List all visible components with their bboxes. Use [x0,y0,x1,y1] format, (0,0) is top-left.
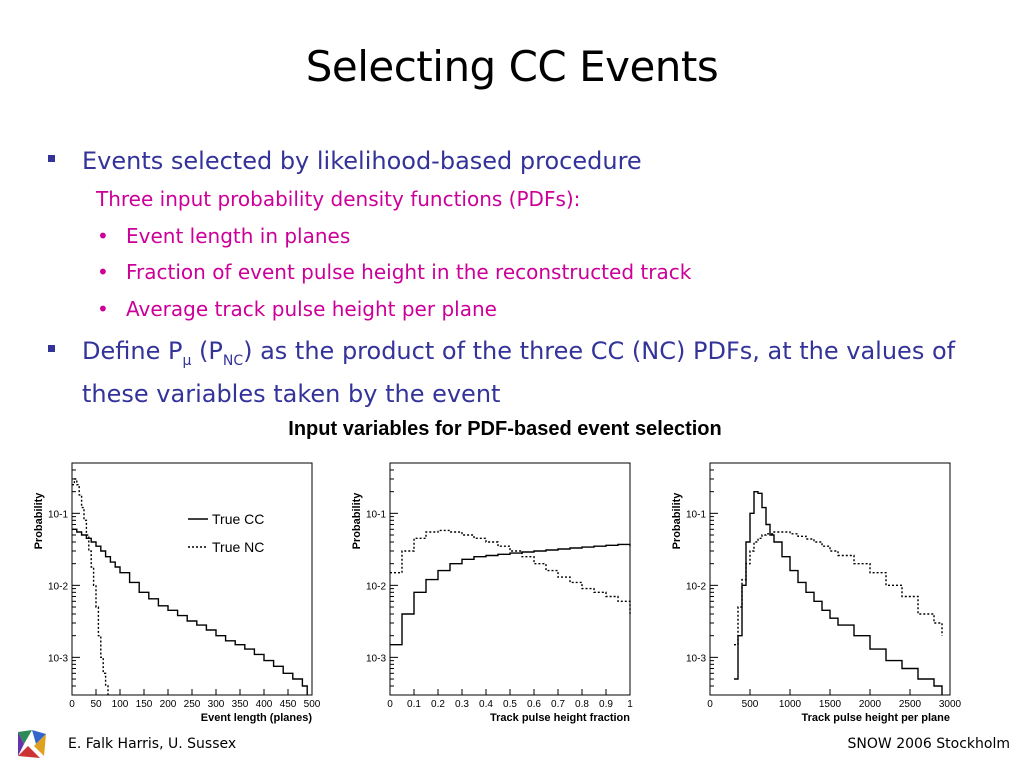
x-tick-label: 0.3 [455,699,469,710]
x-tick-label: 100 [112,699,129,710]
x-tick-label: 2500 [899,699,922,710]
sub-intro-text: Three input probability density function… [96,187,581,211]
square-bullet-icon [48,155,55,162]
sub-intro: Three input probability density function… [96,186,580,212]
y-axis-label: Probability [671,492,683,550]
series-true-cc-line [72,528,308,695]
sub-item-text: Event length in planes [126,224,351,248]
x-tick-label: 0 [69,699,75,710]
y-tick-label: 10-3 [48,653,68,664]
bullet2-part-c: ) as the product of the three CC (NC) PD… [82,337,956,408]
footer-conference: SNOW 2006 Stockholm [847,736,1010,752]
x-tick-label: 250 [184,699,201,710]
x-tick-label: 400 [256,699,273,710]
bullet2-part-b: (P [191,337,223,365]
y-tick-label: 10-3 [366,653,386,664]
footer-author: E. Falk Harris, U. Sussex [68,736,237,752]
x-tick-label: 50 [90,699,102,710]
chart-track-fraction: 0 0.1 0.2 0.3 0.4 0.5 0.6 0.7 0.8 0.9 1 10-1 10-2 10-… [351,462,633,724]
x-tick-label: 0.1 [407,699,421,710]
slide-title: Selecting CC Events [305,42,719,91]
y-tick-label: 10-2 [366,581,386,592]
x-axis-label: Track pulse height fraction [490,712,630,724]
chart-panel-event-length: 0 50 100 150 200 250 300 350 400 450 500 10-1 10-2 10… [30,455,325,725]
dot-bullet-icon: • [97,297,109,321]
legend-label: True NC [212,539,264,555]
chart-panel-fraction: 0 0.1 0.2 0.3 0.4 0.5 0.6 0.7 0.8 0.9 1 10-1 10-2 10-… [348,455,643,725]
x-tick-label: 0.7 [551,699,565,710]
chart-track-per-plane: 0 500 1000 1500 2000 2500 3000 10-1 10-2 10-3 Trac… [671,462,962,724]
bullet2-sub-nc: NC [222,352,244,369]
bullet2-sub-mu: μ [182,352,192,369]
sub-item-text: Fraction of event pulse height in the re… [126,260,692,284]
series-true-cc-line [734,491,943,695]
square-bullet-icon [48,345,55,352]
x-axis-label: Event length (planes) [201,712,313,724]
x-tick-label: 3000 [939,699,962,710]
series-true-nc-line [72,478,109,695]
y-axis-label: Probability [351,492,363,550]
x-axis-label: Track pulse height per plane [801,712,950,724]
x-tick-label: 0 [707,699,713,710]
conference-logo-icon [18,730,46,758]
x-tick-label: 200 [160,699,177,710]
x-tick-label: 450 [280,699,297,710]
series-true-nc-line [390,529,631,614]
bullet-text: Define Pμ (PNC) as the product of the th… [82,335,962,411]
legend-label: True CC [212,511,264,527]
dot-bullet-icon: • [97,224,109,248]
y-tick-label: 10-2 [686,581,706,592]
x-tick-label: 0.5 [503,699,517,710]
x-tick-label: 0.8 [575,699,589,710]
x-tick-label: 1000 [779,699,802,710]
x-tick-label: 0.2 [431,699,445,710]
y-tick-label: 10-3 [686,653,706,664]
x-tick-label: 500 [742,699,759,710]
bullet2-part-a: Define P [82,337,183,365]
bullet-text: Events selected by likelihood-based proc… [82,147,642,175]
x-tick-label: 350 [232,699,249,710]
chart-panel-per-plane: 0 500 1000 1500 2000 2500 3000 10-1 10-2 10-3 Trac… [668,455,963,725]
dot-bullet-icon: • [97,260,109,284]
chart-event-length: 0 50 100 150 200 250 300 350 400 450 500 10-1 10-2 10… [33,462,321,724]
x-tick-label: 500 [304,699,321,710]
x-tick-label: 0.4 [479,699,493,710]
sub-item-text: Average track pulse height per plane [126,297,497,321]
y-tick-label: 10-1 [366,509,386,520]
x-tick-label: 0.6 [527,699,541,710]
plot-frame [71,462,313,696]
x-tick-label: 1 [627,699,633,710]
y-tick-label: 10-2 [48,581,68,592]
y-tick-label: 10-1 [686,509,706,520]
x-tick-label: 2000 [859,699,882,710]
y-tick-label: 10-1 [48,509,68,520]
series-true-nc-line [734,531,943,646]
x-tick-label: 300 [208,699,225,710]
y-axis-label: Probability [33,492,45,550]
figure-title: Input variables for PDF-based event sele… [288,418,722,440]
series-true-cc-line [390,543,631,646]
x-tick-label: 0 [387,699,393,710]
x-tick-label: 150 [136,699,153,710]
x-tick-label: 1500 [819,699,842,710]
x-tick-label: 0.9 [599,699,613,710]
